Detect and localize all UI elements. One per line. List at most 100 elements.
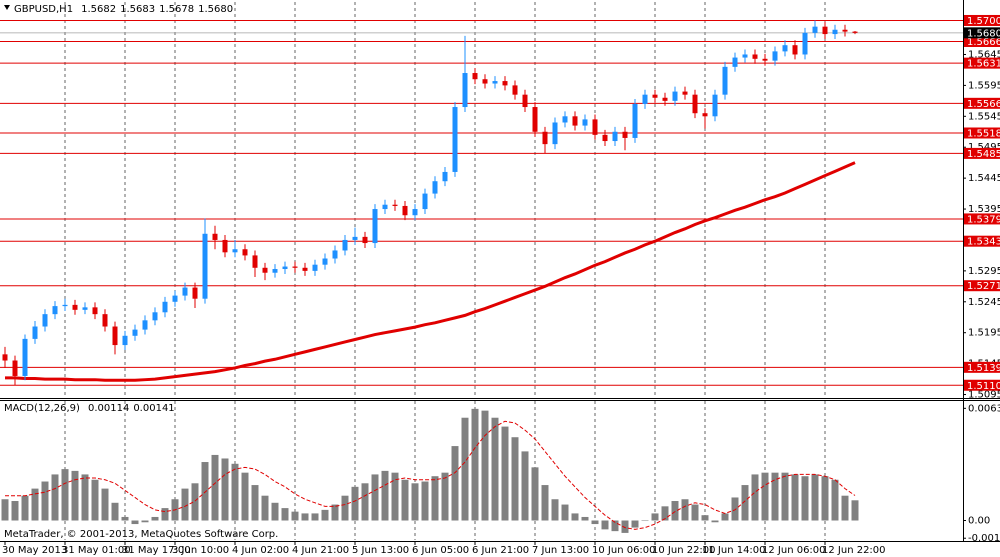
candle-body <box>412 209 418 216</box>
candle-body <box>852 31 858 33</box>
candle-body <box>172 295 178 302</box>
candle-body <box>182 287 188 296</box>
header-value: 1.5680 <box>198 4 233 15</box>
candle-body <box>762 58 768 61</box>
candle-body <box>32 326 38 339</box>
candle-body <box>192 287 198 299</box>
candle-body <box>162 301 168 313</box>
candle-body <box>802 32 808 55</box>
candle-body <box>572 116 578 126</box>
macd-bar <box>491 417 499 521</box>
level-label-box <box>964 97 1000 109</box>
y-tick-label: 0.00 <box>968 516 990 527</box>
macd-bar <box>681 499 689 521</box>
x-tick-label: 12 Jun 22:00 <box>822 545 886 556</box>
candle-body <box>22 338 28 376</box>
level-label-box <box>964 361 1000 373</box>
candle-body <box>772 51 778 61</box>
candle-body <box>482 79 488 84</box>
macd-bar <box>801 476 809 521</box>
candle-body <box>222 239 228 253</box>
candle-body <box>742 54 748 58</box>
header-value: 1.5678 <box>159 4 194 15</box>
y-tick-label: 1.5495 <box>968 142 1000 153</box>
x-tick-label: 7 Jun 13:00 <box>532 545 589 556</box>
macd-bar <box>101 488 109 521</box>
candle-body <box>752 54 758 59</box>
candle-body <box>682 91 688 95</box>
x-tick-label: 6 Jun 21:00 <box>472 545 529 556</box>
level-label-box <box>964 213 1000 225</box>
candle-body <box>812 26 818 33</box>
candle-body <box>692 94 698 114</box>
macd-bar <box>551 499 559 521</box>
macd-bar <box>511 437 519 521</box>
candle-body <box>92 307 98 315</box>
level-label-box <box>964 379 1000 391</box>
macd-bar <box>461 417 469 521</box>
macd-bar <box>131 520 139 525</box>
y-tick-label: 1.5645 <box>968 49 1000 60</box>
candle-body <box>142 320 148 330</box>
candle-body <box>512 85 518 95</box>
menu-triangle <box>4 5 10 10</box>
level-label: 1.5631 <box>967 59 1000 70</box>
candle-body <box>472 73 478 80</box>
macd-bar <box>541 485 549 521</box>
macd-bar <box>251 485 259 521</box>
macd-bar <box>381 470 389 521</box>
macd-bar <box>421 481 429 521</box>
candle-body <box>452 107 458 172</box>
x-tick-label: 4 Jun 02:00 <box>232 545 289 556</box>
level-label-box <box>964 280 1000 292</box>
macd-bar <box>501 426 509 521</box>
macd-bar <box>321 509 329 521</box>
macd-bar <box>241 472 249 521</box>
candle-body <box>832 29 838 35</box>
macd-signal <box>5 420 856 530</box>
x-tick-label: 31 May 01:00 <box>62 545 131 556</box>
candle-body <box>52 306 58 315</box>
candle-body <box>462 73 468 108</box>
candle-body <box>402 205 408 216</box>
candle-body <box>202 233 208 299</box>
macd-bar <box>761 472 769 521</box>
macd-bar <box>61 469 69 521</box>
candle-body <box>62 304 68 307</box>
candle-body <box>82 307 88 310</box>
candle-body <box>132 329 138 336</box>
candle-body <box>792 45 798 55</box>
macd-bar <box>841 495 849 521</box>
macd-bar <box>731 497 739 521</box>
candle-body <box>662 97 668 101</box>
y-tick-label: 1.5245 <box>968 297 1000 308</box>
candle-body <box>272 269 278 273</box>
candle-body <box>432 181 438 194</box>
macd-bar <box>331 504 339 521</box>
x-tick-label: 4 Jun 21:00 <box>292 545 349 556</box>
macd-bar <box>151 516 159 521</box>
macd-bar <box>751 474 759 521</box>
candle-body <box>612 131 618 142</box>
macd-bar <box>261 495 269 521</box>
macd-bar <box>361 483 369 521</box>
x-tick-label: 12 Jun 06:00 <box>762 545 826 556</box>
macd-bar <box>121 516 129 521</box>
candle-body <box>602 134 608 142</box>
macd-bar <box>611 520 619 532</box>
macd-bar <box>581 516 589 521</box>
level-label: 1.5271 <box>967 281 1000 292</box>
y-tick-label: 1.5595 <box>968 80 1000 91</box>
moving-average <box>5 161 856 382</box>
level-label: 1.5485 <box>967 149 1000 160</box>
level-label: 1.5566 <box>967 99 1000 110</box>
candle-body <box>292 266 298 268</box>
candle-body <box>712 94 718 117</box>
macd-bar <box>671 501 679 521</box>
y-tick-label: 1.5095 <box>968 390 1000 401</box>
candle-body <box>252 255 258 268</box>
candle-body <box>502 81 508 86</box>
macd-bar <box>11 501 19 521</box>
macd-bar <box>81 474 89 521</box>
